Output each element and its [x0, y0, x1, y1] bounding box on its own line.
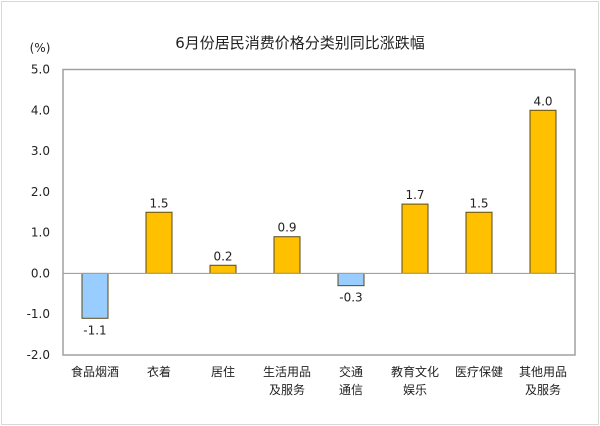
- data-label: -0.3: [339, 291, 362, 305]
- x-tick-label: 娱乐: [403, 383, 427, 397]
- y-tick-label: 1.0: [31, 226, 50, 240]
- bar: [465, 211, 493, 274]
- y-tick-label: 3.0: [31, 144, 50, 158]
- y-tick-label: 0.0: [31, 266, 50, 280]
- bar: [145, 211, 173, 274]
- x-tick-label: 医疗保健: [455, 365, 503, 379]
- x-tick-label: 居住: [211, 365, 235, 379]
- y-tick-label: 5.0: [31, 63, 50, 77]
- y-tick-label: -2.0: [27, 348, 50, 362]
- x-tick-label: 衣着: [147, 364, 171, 379]
- y-axis-unit: (%): [30, 41, 51, 55]
- plot-area: [62, 68, 576, 356]
- x-tick-label: 交通: [339, 364, 363, 379]
- x-tick-label: 教育文化: [391, 364, 439, 379]
- bar: [337, 272, 365, 287]
- bar: [529, 109, 557, 274]
- x-tick-label: 及服务: [269, 382, 305, 397]
- data-label: 0.2: [213, 249, 232, 263]
- data-label: 1.5: [469, 196, 488, 210]
- x-tick-label: 通信: [339, 383, 363, 397]
- data-label: 0.9: [277, 221, 296, 235]
- x-tick-label: 食品烟酒: [71, 364, 119, 379]
- data-label: -1.1: [83, 323, 106, 337]
- x-tick-label: 其他用品: [519, 365, 567, 379]
- bar: [401, 203, 429, 274]
- bar: [209, 264, 237, 274]
- x-tick-label: 及服务: [525, 382, 561, 397]
- data-label: 1.5: [149, 196, 168, 210]
- data-label: 1.7: [405, 188, 424, 202]
- data-label: 4.0: [533, 94, 552, 108]
- y-tick-label: 4.0: [31, 103, 50, 117]
- bar: [81, 272, 109, 319]
- x-tick-label: 生活用品: [263, 365, 311, 379]
- y-tick-label: -1.0: [27, 307, 50, 321]
- chart-title: 6月份居民消费价格分类别同比涨跌幅: [175, 34, 425, 52]
- y-tick-label: 2.0: [31, 185, 50, 199]
- bar: [273, 236, 301, 274]
